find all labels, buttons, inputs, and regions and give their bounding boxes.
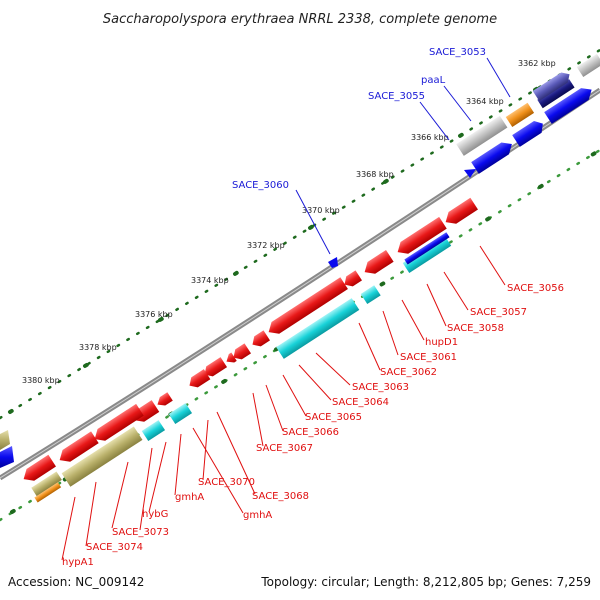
kbp-label: 3364 kbp [466,97,504,106]
kbp-scale: 3362 kbp 3364 kbp 3366 kbp 3368 kbp 3370… [22,59,556,385]
cds-red [364,249,394,274]
gene-label: hupD1 [425,337,458,348]
gene-label: SACE_3058 [447,323,504,334]
cds-red [226,352,237,363]
cds-orange [34,482,62,503]
gene-label: SACE_3055 [368,91,425,102]
cds-blue-edge [0,446,14,468]
cds-red [397,216,447,254]
gene-label: SACE_3064 [332,397,389,408]
cds-red [94,403,144,441]
cds-blue [512,120,543,147]
cds-red [344,270,363,287]
cds-red [157,392,173,406]
gene-label: hybG [142,509,168,520]
gene-label: SACE_3065 [305,412,362,423]
cds-navy [537,79,575,109]
cds-olive [61,426,143,487]
cds-blue-small [328,257,338,268]
gene-label: SACE_3061 [400,352,457,363]
cds-red [268,277,348,334]
gene-label: gmhA [243,510,272,521]
gene-label: paaL [421,75,446,86]
cds-red [204,357,228,377]
kbp-label: 3368 kbp [356,170,394,179]
cds-red [189,369,211,388]
gene-label: SACE_3070 [198,477,255,488]
reverse-strand-genes [23,197,478,503]
kbp-label: 3378 kbp [79,343,117,352]
cds-blue-small [464,169,476,178]
kbp-label: 3370 kbp [302,206,340,215]
cds-red [445,197,478,224]
forward-strand-genes [0,53,600,468]
cds-orange [505,102,535,128]
gene-label: SACE_3067 [256,443,313,454]
gene-label: SACE_3063 [352,382,409,393]
reverse-leaders [61,245,506,561]
gene-label: SACE_3057 [470,307,527,318]
cds-cyan [360,285,381,305]
gene-label: SACE_3074 [86,542,143,553]
map-title: Saccharopolyspora erythraea NRRL 2338, c… [103,12,497,27]
cds-red [233,343,252,360]
cds-cyan [168,403,193,425]
gene-label: hypA1 [62,557,94,568]
gene-label: SACE_3068 [252,491,309,502]
cds-red [23,454,56,481]
cds-navy [404,232,450,265]
kbp-label: 3374 kbp [191,276,229,285]
gene-label: SACE_3053 [429,47,486,58]
gene-label: SACE_3073 [112,527,169,538]
cds-red [252,330,271,347]
forward-leaders [295,57,511,255]
kbp-label: 3362 kbp [518,59,556,68]
topology-summary-text: Topology: circular; Length: 8,212,805 bp… [260,575,591,589]
cds-slate [532,72,570,102]
gene-label: SACE_3060 [232,180,289,191]
kbp-label: 3380 kbp [22,376,60,385]
gene-label: SACE_3056 [507,283,564,294]
accession-text: Accession: NC_009142 [8,575,144,589]
cds-olive [31,471,62,497]
kbp-label: 3372 kbp [247,241,285,250]
kbp-label: 3376 kbp [135,310,173,319]
cds-cyan [141,420,166,442]
cds-cyan [402,235,452,274]
cds-gray [456,115,508,156]
cds-blue [544,88,592,124]
cds-cyan [276,298,360,359]
forward-gene-labels: SACE_3053 paaL SACE_3055 SACE_3060 [232,47,486,191]
kbp-label: 3366 kbp [411,133,449,142]
gene-label: SACE_3062 [380,367,437,378]
reverse-gene-labels: SACE_3056 SACE_3057 SACE_3058 hupD1 SACE… [62,283,564,568]
cds-blue [471,142,512,174]
cds-red [59,431,99,462]
gene-label: gmhA [175,492,204,503]
outer-tick-ring [0,48,600,420]
gene-label: SACE_3066 [282,427,339,438]
cds-gray [576,53,600,78]
cds-olive-edge [0,430,10,450]
